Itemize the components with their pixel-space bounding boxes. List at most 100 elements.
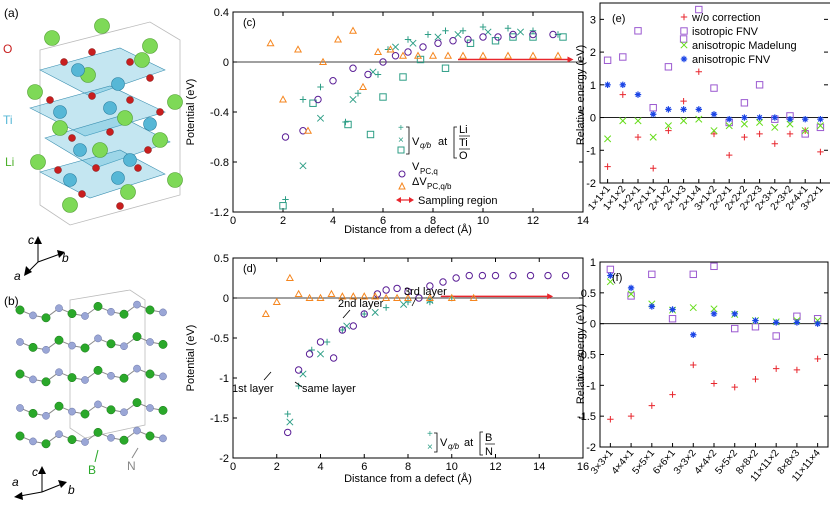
- legend-c-plus-mark: +: [398, 123, 404, 134]
- n-atom: [159, 372, 167, 381]
- chart-c-ylabel: Potential (eV): [185, 79, 197, 146]
- f-ytick-label: -1: [586, 380, 596, 392]
- d-point: [526, 271, 535, 280]
- f-point: [752, 375, 759, 383]
- li-atom: [44, 30, 60, 46]
- f-point: [627, 284, 635, 292]
- b-atom: [15, 431, 25, 441]
- n-atom: [16, 404, 24, 412]
- f-point: [627, 290, 635, 298]
- c-point: [434, 39, 442, 47]
- c-point: [299, 162, 307, 170]
- d-point: [447, 293, 456, 302]
- axis-a-a: a: [14, 269, 21, 283]
- d-ytick-label: 0.5: [214, 253, 229, 265]
- c-point: [354, 90, 362, 97]
- n-atom: [146, 338, 154, 346]
- chart-d-xlabel: Distance from a defect (Å): [344, 472, 472, 485]
- c-point: [503, 51, 513, 59]
- f-point: [710, 305, 718, 313]
- e-point: [604, 163, 611, 170]
- d-point: [327, 289, 336, 298]
- c-xtick-label: 2: [280, 215, 286, 227]
- n-atom: [107, 371, 115, 380]
- c-sampling-head: [567, 56, 574, 63]
- d-point: [382, 293, 391, 302]
- f-point: [814, 355, 821, 363]
- d-point: [403, 293, 413, 302]
- legend-d-n: N: [485, 446, 493, 458]
- f-point: [814, 320, 821, 327]
- li-atom: [142, 38, 158, 54]
- d-point: [509, 271, 517, 280]
- legend-d-plus-mark: +: [427, 429, 433, 440]
- e-point: [741, 114, 748, 121]
- f-point: [752, 317, 759, 324]
- d-point: [349, 292, 358, 300]
- c-point: [529, 30, 537, 39]
- n-atom: [133, 300, 141, 309]
- f-point: [607, 272, 614, 279]
- e-point: [710, 127, 718, 135]
- atom-label-o: O: [3, 42, 12, 56]
- e-point: [650, 165, 657, 172]
- chart-d-panel: (d): [243, 263, 256, 275]
- c-point: [528, 51, 538, 59]
- c-point: [442, 27, 449, 34]
- b-atom: [158, 339, 168, 349]
- legend-e-1: isotropic FNV: [692, 26, 759, 38]
- n-atom: [107, 433, 115, 442]
- e-point: [665, 106, 672, 113]
- c-point: [428, 51, 438, 59]
- panel-a-label: (a): [4, 6, 19, 20]
- n-atom: [55, 304, 63, 313]
- c-point: [299, 96, 307, 103]
- e-point: [786, 120, 794, 128]
- d-point: [382, 286, 390, 294]
- f-ytick-label: 1: [590, 257, 596, 269]
- o-atom: [144, 146, 152, 154]
- d-point: [371, 292, 380, 300]
- annot-2nd-layer: 2nd layer: [338, 298, 384, 310]
- d-point: [361, 310, 368, 318]
- c-ytick-label: -0.8: [210, 157, 229, 169]
- c-point: [441, 64, 450, 72]
- li-atom: [52, 120, 68, 136]
- d-xtick-label: 12: [489, 461, 501, 473]
- b-atom: [28, 408, 38, 418]
- c-point: [379, 93, 387, 101]
- b-atom: [145, 305, 155, 315]
- o-atom: [60, 58, 68, 66]
- d-xtick-label: 2: [274, 461, 280, 473]
- b-atom: [67, 435, 77, 445]
- c-point: [504, 25, 512, 32]
- e-point: [741, 133, 748, 141]
- e-point: [619, 53, 627, 61]
- annot-1st-layer: 1st layer: [232, 383, 274, 395]
- c-point: [478, 51, 488, 59]
- b-atom: [54, 335, 64, 345]
- c-point: [309, 99, 317, 107]
- c-xtick-label: 0: [230, 215, 236, 227]
- chart-e: 3210-1-21×1×11×1×21×2×12×1×12×1×22×1×32×…: [575, 2, 830, 213]
- legend-e-3: anisotropic FNV: [692, 54, 771, 66]
- li-atom: [120, 184, 136, 200]
- e-point: [710, 111, 718, 118]
- c-point: [434, 33, 442, 41]
- legend-c-vpcsub: PC,q: [420, 167, 438, 176]
- f-point: [710, 380, 718, 387]
- b-atom: [67, 373, 77, 383]
- e-point: [817, 115, 824, 123]
- c-xtick-label: 10: [477, 215, 489, 227]
- d-xtick-label: 4: [317, 461, 323, 473]
- c-point: [464, 35, 472, 44]
- d-point: [360, 310, 368, 318]
- f-point: [607, 416, 614, 423]
- b-atom: [158, 405, 168, 415]
- chart-f-ylabel: Relative energy (eV): [575, 304, 587, 404]
- d-point: [305, 350, 314, 358]
- b-atom: [15, 369, 25, 379]
- f-point: [689, 304, 697, 312]
- c-point: [479, 33, 487, 41]
- li-atom: [152, 132, 168, 148]
